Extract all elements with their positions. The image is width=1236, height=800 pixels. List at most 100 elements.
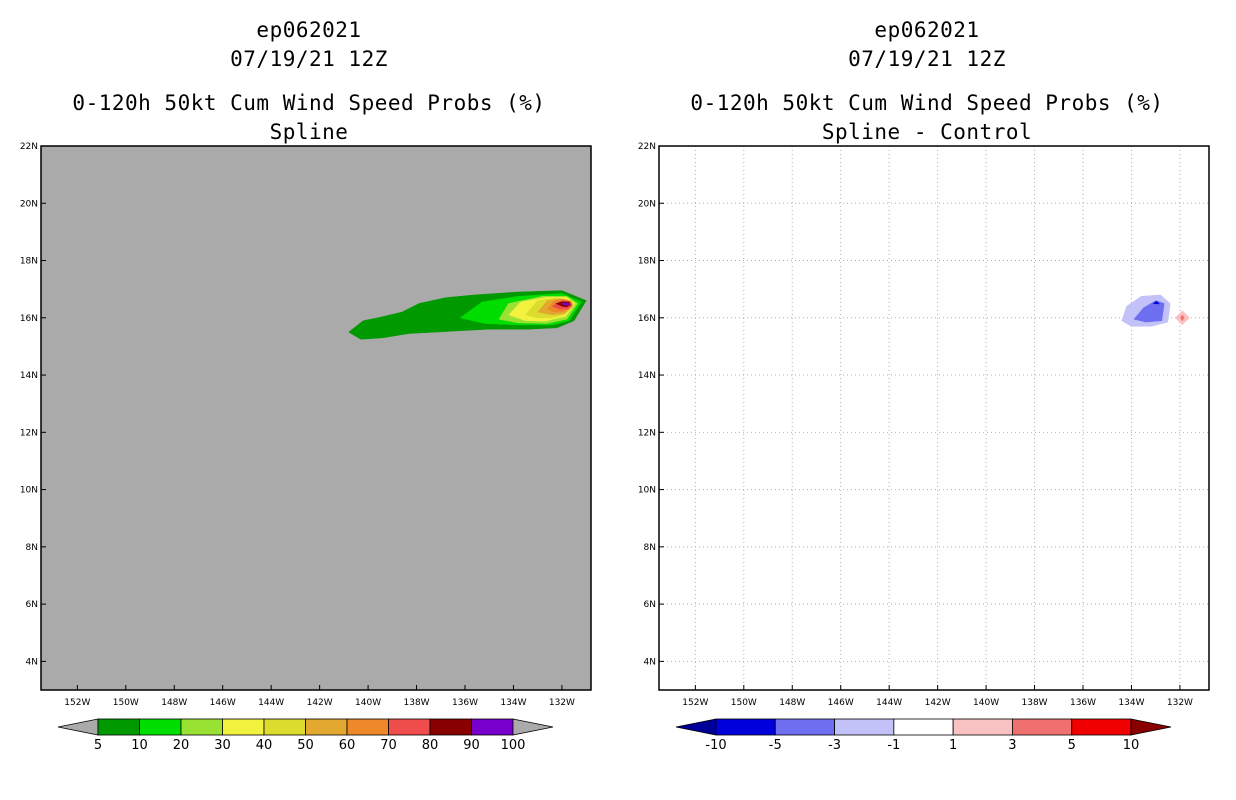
x-tick-label: 134W <box>500 698 526 708</box>
colorbar-segment <box>715 718 776 736</box>
x-tick-label: 136W <box>1070 698 1096 708</box>
colorbar-label: 60 <box>339 738 356 753</box>
contour-90 <box>561 302 570 306</box>
x-tick-label: 148W <box>779 698 805 708</box>
y-tick-label: 16N <box>20 314 38 324</box>
colorbar-label: 5 <box>94 738 102 753</box>
y-tick-label: 6N <box>26 600 38 610</box>
colorbar-segment <box>346 718 389 736</box>
y-tick-label: 12N <box>20 428 38 438</box>
colorbar-label: 70 <box>380 738 397 753</box>
y-tick-label: 22N <box>638 142 656 152</box>
colorbar-segment <box>388 718 431 736</box>
colorbar-over-arrow <box>1130 718 1172 736</box>
right-panel: ep062021 07/19/21 12Z 0-120h 50kt Cum Wi… <box>618 0 1236 800</box>
x-tick-label: 144W <box>876 698 902 708</box>
x-tick-label: 142W <box>307 698 333 708</box>
colorbar-label: 10 <box>131 738 148 753</box>
date-time: 07/19/21 12Z <box>230 47 388 71</box>
colorbar-label: 3 <box>1008 738 1016 753</box>
y-tick-label: 12N <box>638 428 656 438</box>
chart-subtitle: Spline - Control <box>821 120 1033 144</box>
x-tick-label: 146W <box>210 698 236 708</box>
plot-background <box>659 146 1209 690</box>
storm-id: ep062021 <box>874 18 980 42</box>
plot-frame <box>40 145 592 691</box>
y-tick-label: 18N <box>638 257 656 267</box>
colorbar-label: 80 <box>422 738 439 753</box>
y-tick-label: 18N <box>20 257 38 267</box>
colorbar-segment <box>139 718 182 736</box>
x-tick-label: 132W <box>549 698 575 708</box>
date-time: 07/19/21 12Z <box>848 47 1006 71</box>
colorbar-segment <box>774 718 835 736</box>
colorbar-label: 90 <box>463 738 480 753</box>
x-tick-label: 142W <box>925 698 951 708</box>
colorbar-segment <box>893 718 954 736</box>
colorbar-under-arrow <box>675 718 717 736</box>
x-tick-label: 132W <box>1167 698 1193 708</box>
colorbar-label: -1 <box>887 738 900 753</box>
difference-map: 152W 150W 148W 146W 144W 142W 140W 138W 136W 134W… <box>638 142 1210 753</box>
y-tick-label: 4N <box>644 657 656 667</box>
x-tick-label: 148W <box>161 698 187 708</box>
x-tick-label: 152W <box>64 698 90 708</box>
colorbar-segment <box>1012 718 1073 736</box>
colorbar-segment <box>1071 718 1132 736</box>
x-tick-label: 136W <box>452 698 478 708</box>
y-tick-label: 20N <box>20 199 38 209</box>
colorbar-over-arrow <box>512 718 554 736</box>
chart-title: 0-120h 50kt Cum Wind Speed Probs (%) <box>72 91 546 115</box>
x-tick-label: 150W <box>113 698 139 708</box>
colorbar-segment <box>429 718 472 736</box>
x-tick-label: 138W <box>404 698 430 708</box>
colorbar-segment <box>952 718 1013 736</box>
x-tick-label: 140W <box>973 698 999 708</box>
chart-subtitle: Spline <box>269 120 349 144</box>
colorbar-label: 1 <box>949 738 957 753</box>
colorbar-segment <box>97 718 140 736</box>
storm-id: ep062021 <box>256 18 362 42</box>
y-tick-label: 10N <box>20 486 38 496</box>
colorbar-label: -10 <box>705 738 726 753</box>
x-tick-label: 150W <box>731 698 757 708</box>
y-tick-label: 20N <box>638 199 656 209</box>
contour-3 <box>1180 314 1185 322</box>
colorbar-under-arrow <box>57 718 99 736</box>
wind-probability-map: 152W 150W 148W 146W 144W 142W 140W 138W 136W 134W… <box>20 142 592 753</box>
x-tick-label: 134W <box>1118 698 1144 708</box>
colorbar-segment <box>471 718 514 736</box>
colorbar-label: 50 <box>297 738 314 753</box>
y-tick-label: 8N <box>644 543 656 553</box>
y-tick-label: 14N <box>638 371 656 381</box>
chart-title: 0-120h 50kt Cum Wind Speed Probs (%) <box>690 91 1164 115</box>
colorbar-label: -5 <box>769 738 782 753</box>
x-tick-label: 144W <box>258 698 284 708</box>
colorbar-label: 20 <box>173 738 190 753</box>
y-tick-label: 8N <box>26 543 38 553</box>
contour--5 <box>1152 300 1160 305</box>
colorbar-segment <box>263 718 306 736</box>
colorbar-segment <box>305 718 348 736</box>
y-tick-label: 10N <box>638 486 656 496</box>
plot-frame <box>658 145 1210 691</box>
colorbar-label: 30 <box>214 738 231 753</box>
colorbar-label: 10 <box>1123 738 1140 753</box>
colorbar-segment <box>180 718 223 736</box>
colorbar-label: -3 <box>828 738 841 753</box>
colorbar-label: 100 <box>501 738 526 753</box>
colorbar-segment <box>834 718 895 736</box>
colorbar-label: 40 <box>256 738 273 753</box>
plot-background <box>41 146 591 690</box>
colorbar-segment <box>222 718 265 736</box>
y-tick-label: 4N <box>26 657 38 667</box>
colorbar-label: 5 <box>1068 738 1076 753</box>
x-tick-label: 140W <box>355 698 381 708</box>
x-tick-label: 138W <box>1022 698 1048 708</box>
y-tick-label: 14N <box>20 371 38 381</box>
y-tick-label: 16N <box>638 314 656 324</box>
contour--3 <box>1133 300 1165 323</box>
y-tick-label: 22N <box>20 142 38 152</box>
y-tick-label: 6N <box>644 600 656 610</box>
left-panel: ep062021 07/19/21 12Z 0-120h 50kt Cum Wi… <box>20 18 592 753</box>
